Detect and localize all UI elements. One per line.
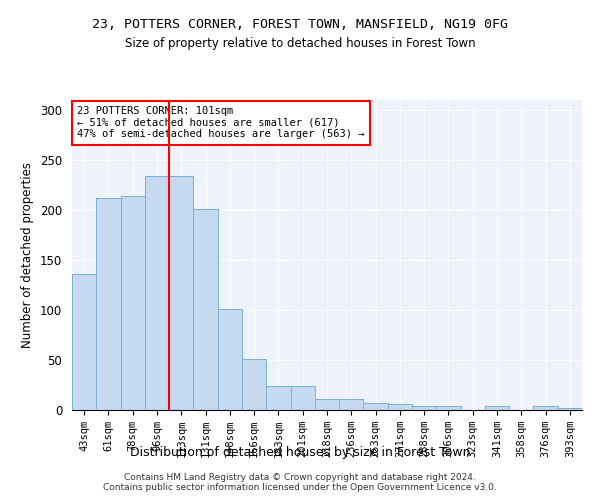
Bar [121, 196, 145, 410]
Bar [193, 209, 218, 410]
Text: Size of property relative to detached houses in Forest Town: Size of property relative to detached ho… [125, 38, 475, 51]
Text: 23 POTTERS CORNER: 101sqm
← 51% of detached houses are smaller (617)
47% of semi: 23 POTTERS CORNER: 101sqm ← 51% of detac… [77, 106, 365, 140]
Bar [436, 406, 461, 410]
Bar [388, 404, 412, 410]
Bar [364, 403, 388, 410]
Bar [218, 309, 242, 410]
Y-axis label: Number of detached properties: Number of detached properties [22, 162, 34, 348]
Bar [290, 386, 315, 410]
Bar [96, 198, 121, 410]
Bar [339, 399, 364, 410]
Text: Distribution of detached houses by size in Forest Town: Distribution of detached houses by size … [130, 446, 470, 459]
Text: Contains HM Land Registry data © Crown copyright and database right 2024.
Contai: Contains HM Land Registry data © Crown c… [103, 473, 497, 492]
Bar [412, 406, 436, 410]
Bar [145, 176, 169, 410]
Bar [485, 406, 509, 410]
Bar [558, 408, 582, 410]
Text: 23, POTTERS CORNER, FOREST TOWN, MANSFIELD, NG19 0FG: 23, POTTERS CORNER, FOREST TOWN, MANSFIE… [92, 18, 508, 30]
Bar [72, 274, 96, 410]
Bar [169, 176, 193, 410]
Bar [266, 386, 290, 410]
Bar [533, 406, 558, 410]
Bar [315, 399, 339, 410]
Bar [242, 359, 266, 410]
